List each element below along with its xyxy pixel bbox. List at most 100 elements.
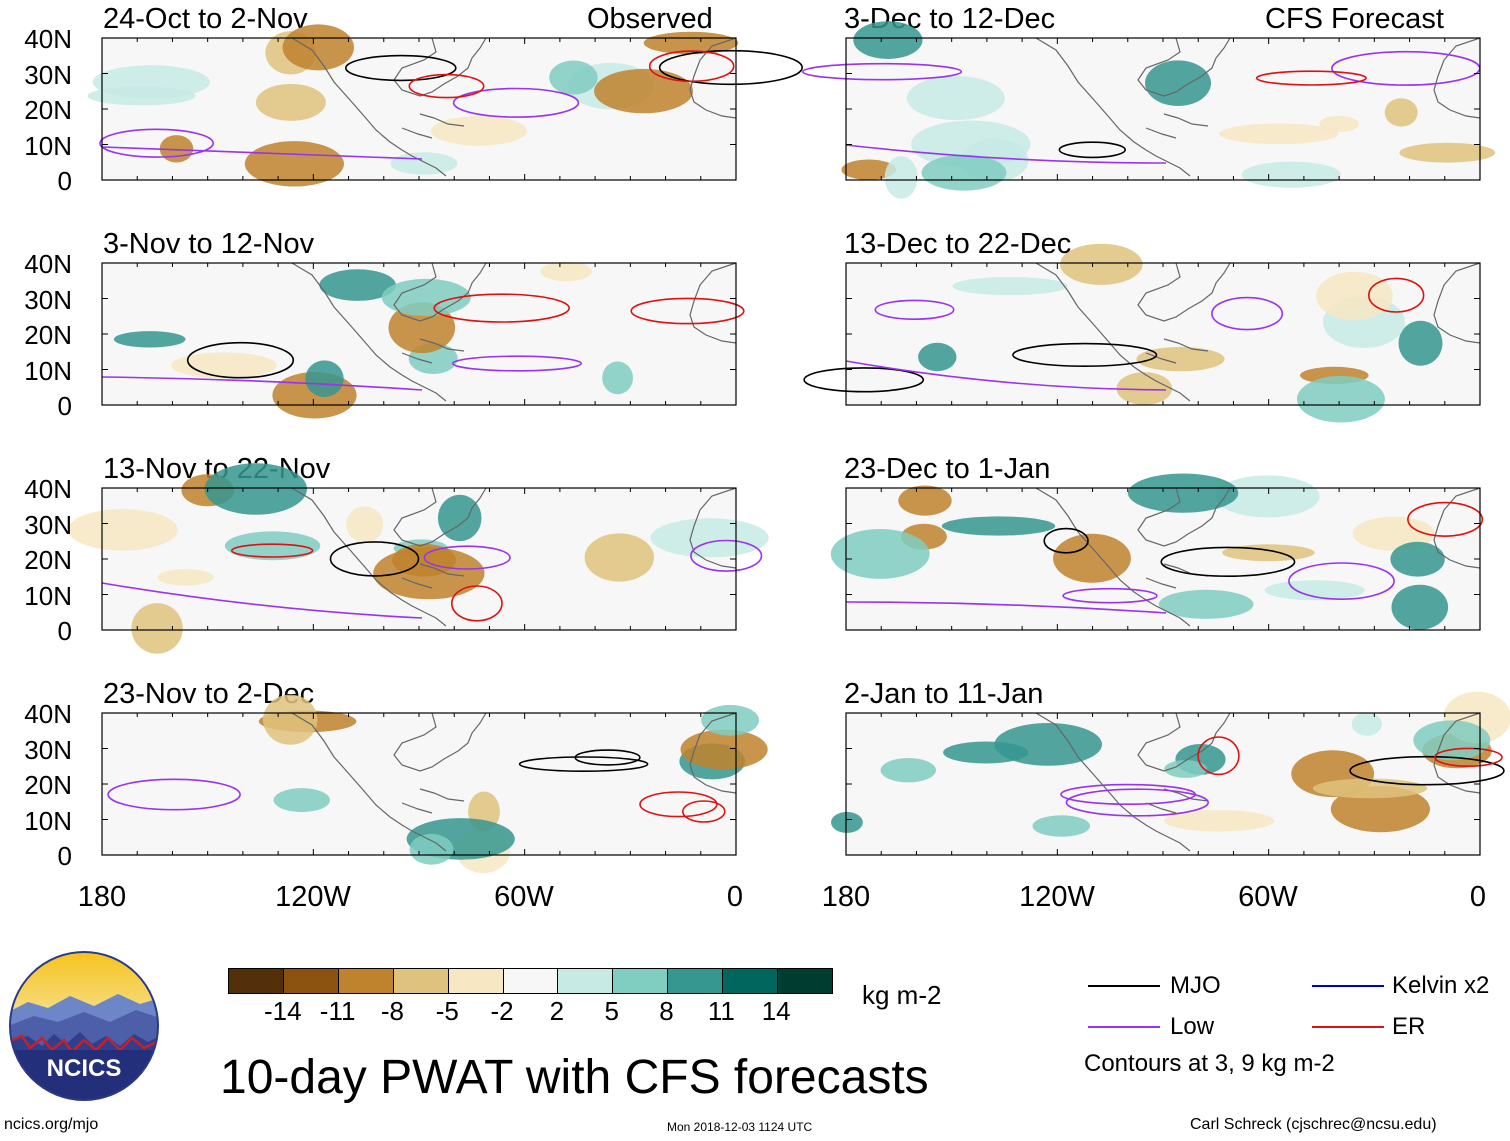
y-tick-label: 10N (24, 130, 72, 161)
er-contour (681, 800, 726, 823)
mjo-contour (1012, 342, 1158, 367)
moist-anomaly (1215, 475, 1320, 518)
moist-anomaly (437, 494, 482, 542)
x-tick-180-right: 180 (821, 881, 871, 913)
moist-anomaly (319, 269, 396, 301)
coastline-africa (689, 712, 737, 794)
observed-label: Observed (587, 3, 713, 35)
colorbar-swatch (283, 969, 339, 993)
er-contour (1255, 70, 1367, 86)
moist-anomaly (830, 529, 930, 579)
dry-anomaly (594, 68, 694, 114)
mjo-contour (329, 541, 420, 577)
moist-anomaly (1390, 541, 1445, 577)
er-contour (1197, 736, 1240, 776)
figure-title: 10-day PWAT with CFS forecasts (220, 1051, 929, 1104)
footer-timestamp: Mon 2018-12-03 1124 UTC (667, 1120, 813, 1134)
coastline (291, 37, 487, 177)
y-tick-label: 0 (57, 616, 72, 646)
x-tick-0-right: 0 (1469, 881, 1487, 913)
colorbar-label: 5 (604, 996, 619, 1026)
low-contour (845, 601, 1167, 614)
panel-observed-2: 3-Nov to 12-Nov (0, 225, 760, 425)
low-contour (451, 355, 582, 372)
y-tick-label: 30N (24, 734, 72, 765)
colorbar-label: 2 (549, 996, 565, 1026)
moist-anomaly (911, 120, 1031, 168)
footer-url[interactable]: ncics.org/mjo (4, 1116, 99, 1133)
colorbar-label: 14 (761, 996, 791, 1026)
moist-anomaly (1398, 320, 1443, 366)
mjo-contour (658, 49, 804, 86)
coastline (1035, 37, 1231, 177)
y-tick-label: 20N (24, 95, 72, 125)
footer-credit: Carl Schreck (cjschrec@ncsu.edu) (1190, 1116, 1437, 1133)
moist-anomaly (273, 788, 330, 813)
moist-anomaly (952, 277, 1068, 296)
colorbar-label: -11 (319, 996, 356, 1026)
low-contour (99, 128, 214, 158)
moist-anomaly (1296, 375, 1385, 423)
dry-anomaly (1316, 271, 1393, 321)
y-tick-label: 40N (24, 24, 72, 54)
panel-title: 23-Dec to 1-Jan (844, 453, 1051, 485)
colorbar-swatch (613, 969, 669, 993)
x-tick-0-left: 0 (726, 881, 744, 913)
dry-anomaly (244, 141, 344, 187)
low-contour (874, 299, 955, 321)
dry-anomaly (1312, 778, 1428, 799)
moist-anomaly (1391, 584, 1449, 630)
dry-anomaly (1136, 346, 1225, 372)
moist-anomaly (1413, 720, 1491, 761)
colorbar-swatch (723, 969, 779, 993)
moist-anomaly (921, 154, 1007, 191)
moist-anomaly (409, 833, 454, 865)
y-tick-label: 10N (24, 580, 72, 611)
y-tick-label: 0 (57, 391, 72, 421)
legend-er-line (1312, 1026, 1384, 1028)
er-contour (408, 73, 485, 99)
mjo-contour (186, 341, 295, 379)
low-contour (101, 146, 423, 160)
panel-title: 2-Jan to 11-Jan (844, 678, 1044, 710)
panel-title: 3-Nov to 12-Nov (103, 228, 315, 260)
er-contour (1367, 277, 1425, 313)
colorbar-unit: kg m-2 (862, 980, 942, 1010)
moist-anomaly (549, 60, 598, 95)
er-contour (230, 543, 314, 558)
dry-anomaly (1116, 372, 1173, 405)
y-tick-label: 10N (24, 805, 72, 836)
coastline-africa (689, 37, 737, 119)
moist-anomaly (1145, 60, 1211, 106)
coastline (1035, 487, 1231, 627)
coastline (1035, 262, 1231, 402)
moist-anomaly (305, 360, 344, 397)
mjo-contour (518, 756, 649, 772)
x-tick-180-left: 180 (77, 881, 127, 913)
y-tick-label: 30N (24, 284, 72, 315)
panel-forecast-2: 13-Dec to 22-Dec (750, 225, 1510, 425)
legend-low-label: Low (1170, 1013, 1215, 1040)
mjo-contour (1160, 546, 1296, 578)
forecast-label: CFS Forecast (1265, 3, 1444, 35)
colorbar (228, 968, 833, 994)
y-tick-label: 20N (24, 320, 72, 350)
coastline-africa (1433, 712, 1481, 794)
moist-anomaly (884, 156, 918, 199)
dry-anomaly (263, 694, 318, 745)
colorbar-label: -5 (435, 996, 459, 1026)
moist-anomaly (918, 342, 957, 372)
colorbar-label: 8 (659, 996, 674, 1026)
er-contour (630, 297, 745, 325)
colorbar-swatch (558, 969, 614, 993)
y-tick-label: 40N (24, 474, 72, 504)
dry-anomaly (1060, 243, 1143, 285)
er-contour (450, 585, 503, 622)
panel-forecast-3: 23-Dec to 1-Jan (750, 450, 1510, 650)
moist-anomaly (880, 758, 936, 783)
dry-anomaly (171, 352, 277, 379)
panel-title: 13-Dec to 22-Dec (844, 228, 1072, 260)
low-contour (452, 87, 580, 118)
colorbar-swatch (338, 969, 394, 993)
coastline-africa (689, 262, 737, 344)
